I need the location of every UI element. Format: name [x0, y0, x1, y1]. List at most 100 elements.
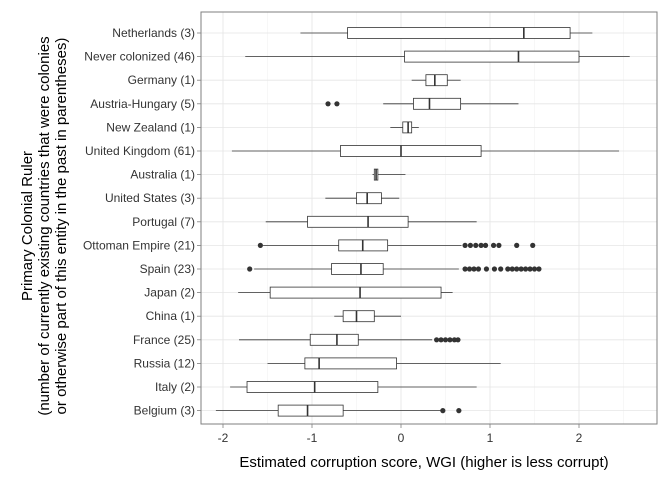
y-tick-label: Portugal (7)	[132, 215, 195, 229]
outlier-point	[514, 266, 520, 272]
outlier-point	[475, 266, 482, 272]
y-tick-label: Russia (12)	[134, 356, 195, 370]
box	[356, 192, 382, 205]
y-tick-label: Ottoman Empire (21)	[83, 238, 195, 252]
outlier-point	[483, 266, 490, 272]
box	[402, 121, 413, 134]
y-tick-label: China (1)	[146, 309, 195, 323]
box-group	[245, 50, 630, 63]
outlier-point	[466, 266, 473, 272]
box-group	[238, 286, 453, 299]
y-axis-title-line-2: (number of currently existing countries …	[36, 36, 53, 415]
y-tick-label: Netherlands (3)	[112, 26, 195, 40]
box-group	[390, 121, 419, 134]
outlier-point	[471, 266, 477, 272]
outlier-point	[456, 408, 462, 414]
outlier-point	[473, 242, 479, 248]
outlier-point	[496, 242, 502, 248]
y-tick-label: Australia (1)	[130, 168, 195, 182]
outlier-point	[455, 337, 461, 343]
box	[246, 381, 379, 393]
box-group	[231, 145, 620, 157]
y-tick-label: Germany (1)	[128, 73, 195, 87]
box-group	[265, 215, 477, 228]
outlier-point	[527, 266, 533, 272]
y-tick-label: Japan (2)	[144, 286, 195, 300]
x-tick-label: -2	[218, 431, 229, 445]
outlier-point	[442, 337, 449, 343]
y-axis: Netherlands (3) Never colonized (46) Germa…	[83, 26, 201, 418]
outlier-point	[451, 337, 457, 343]
y-tick-label: New Zealand (1)	[106, 120, 195, 134]
box-group	[372, 168, 406, 181]
y-tick-label: Austria-Hungary (5)	[90, 97, 195, 111]
outlier-point	[467, 242, 474, 248]
y-tick-label: Belgium (3)	[134, 404, 195, 418]
outlier-point	[334, 101, 340, 107]
outlier-point	[462, 242, 468, 248]
box-group	[247, 263, 542, 275]
outlier-point	[536, 266, 542, 272]
box	[269, 286, 442, 299]
box	[342, 310, 375, 323]
box-group	[334, 310, 401, 323]
outlier-point	[247, 266, 253, 272]
y-axis-title: Primary Colonial Ruler (number of curren…	[19, 36, 70, 415]
outlier-point	[490, 242, 497, 248]
y-tick-label: United Kingdom (61)	[85, 144, 195, 158]
y-tick-label: Never colonized (46)	[84, 50, 195, 64]
outlier-point	[438, 337, 444, 343]
outlier-point	[505, 266, 511, 272]
outlier-point	[509, 266, 515, 272]
y-tick-label: France (25)	[133, 333, 195, 347]
outlier-point	[434, 337, 440, 343]
box-group	[230, 381, 477, 393]
outlier-point	[447, 337, 453, 343]
box-group	[239, 333, 461, 346]
outlier-point	[462, 266, 468, 272]
x-tick-label: 1	[487, 431, 494, 445]
outlier-point	[498, 266, 504, 272]
x-axis: -2 -1 0 1 2	[218, 424, 583, 445]
box-group	[257, 239, 536, 252]
box	[309, 333, 359, 346]
box-group	[300, 27, 593, 39]
box	[425, 74, 448, 87]
panel-border	[200, 11, 658, 425]
box	[413, 97, 462, 110]
y-axis-title-line-1: Primary Colonial Ruler	[19, 151, 36, 301]
x-tick-label: 2	[576, 431, 583, 445]
y-axis-title-line-3: or otherwise part of this entity in the …	[53, 38, 70, 415]
box-group	[267, 357, 501, 370]
box	[277, 404, 344, 417]
outlier-point	[530, 242, 536, 248]
box-group	[411, 74, 461, 87]
box-group	[325, 97, 519, 110]
x-axis-title: Estimated corruption score, WGI (higher …	[239, 454, 608, 471]
y-tick-label: United States (3)	[105, 191, 195, 205]
outlier-point	[491, 266, 498, 272]
x-tick-label: 0	[398, 431, 405, 445]
x-tick-label: -1	[307, 431, 318, 445]
outlier-point	[531, 266, 538, 272]
outlier-point	[325, 101, 331, 107]
box-group	[215, 404, 462, 417]
outlier-point	[514, 242, 520, 248]
y-tick-label: Spain (23)	[140, 262, 195, 276]
box	[404, 50, 580, 63]
outlier-point	[440, 408, 446, 414]
box	[304, 357, 397, 370]
outlier-point	[518, 266, 524, 272]
box-group	[325, 192, 400, 205]
box	[347, 27, 571, 39]
outlier-point	[478, 242, 484, 248]
boxes	[215, 27, 630, 417]
outlier-point	[482, 242, 489, 248]
y-tick-label: Italy (2)	[155, 380, 195, 394]
outlier-point	[523, 266, 529, 272]
box	[307, 215, 409, 228]
box	[340, 145, 482, 157]
box	[331, 263, 384, 275]
outlier-point	[257, 242, 263, 248]
